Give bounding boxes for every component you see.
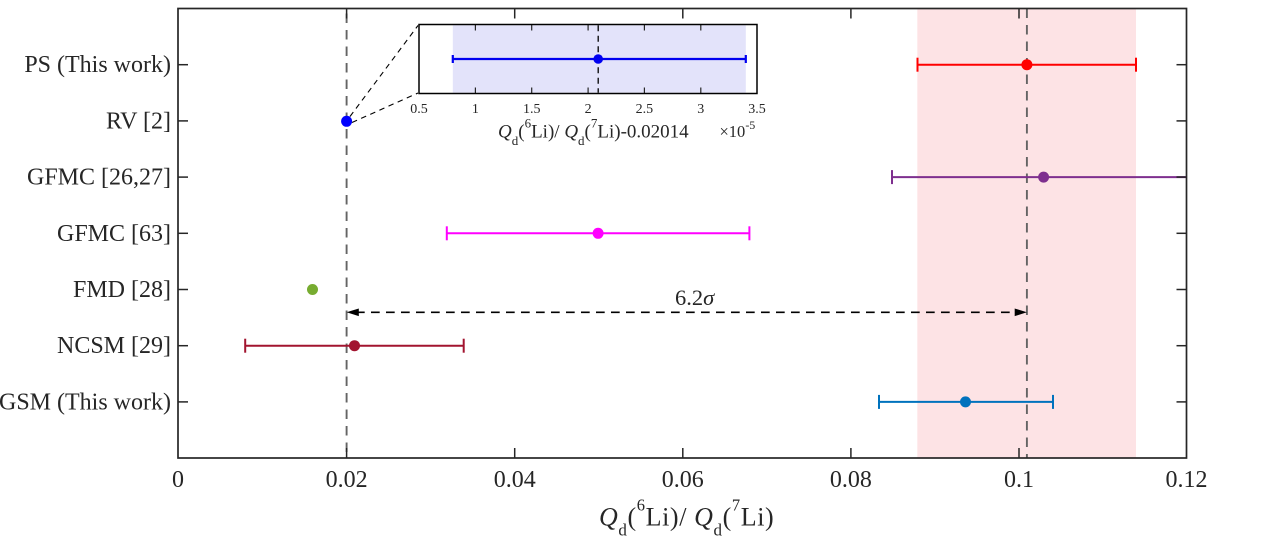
svg-text:6.2σ: 6.2σ — [675, 285, 715, 310]
svg-text:3.5: 3.5 — [748, 102, 766, 117]
svg-text:RV [2]: RV [2] — [106, 108, 171, 134]
svg-text:0.06: 0.06 — [662, 467, 704, 493]
svg-text:0.12: 0.12 — [1166, 467, 1208, 493]
svg-text:2: 2 — [585, 102, 592, 117]
svg-text:0.08: 0.08 — [830, 467, 872, 493]
svg-text:GFMC [26,27]: GFMC [26,27] — [27, 165, 171, 191]
svg-text:GSM (This work): GSM (This work) — [0, 389, 171, 415]
svg-text:0: 0 — [172, 467, 184, 493]
svg-text:1: 1 — [472, 102, 479, 117]
svg-text:2.5: 2.5 — [636, 102, 654, 117]
svg-text:0.02: 0.02 — [326, 467, 368, 493]
svg-text:3: 3 — [697, 102, 704, 117]
svg-text:×10-5: ×10-5 — [720, 118, 756, 141]
svg-text:1.5: 1.5 — [523, 102, 541, 117]
svg-text:0.5: 0.5 — [410, 102, 428, 117]
svg-text:Qd(6Li)/ Qd(7Li)-0.02014: Qd(6Li)/ Qd(7Li)-0.02014 — [498, 116, 689, 149]
svg-text:PS (This work): PS (This work) — [24, 52, 171, 78]
svg-text:NCSM [29]: NCSM [29] — [57, 333, 171, 359]
svg-text:Qd(6Li)/ Qd(7Li): Qd(6Li)/ Qd(7Li) — [599, 496, 774, 540]
svg-text:GFMC [63]: GFMC [63] — [57, 221, 171, 247]
svg-text:0.04: 0.04 — [494, 467, 536, 493]
svg-text:0.1: 0.1 — [1004, 467, 1034, 493]
svg-text:FMD [28]: FMD [28] — [73, 277, 171, 303]
